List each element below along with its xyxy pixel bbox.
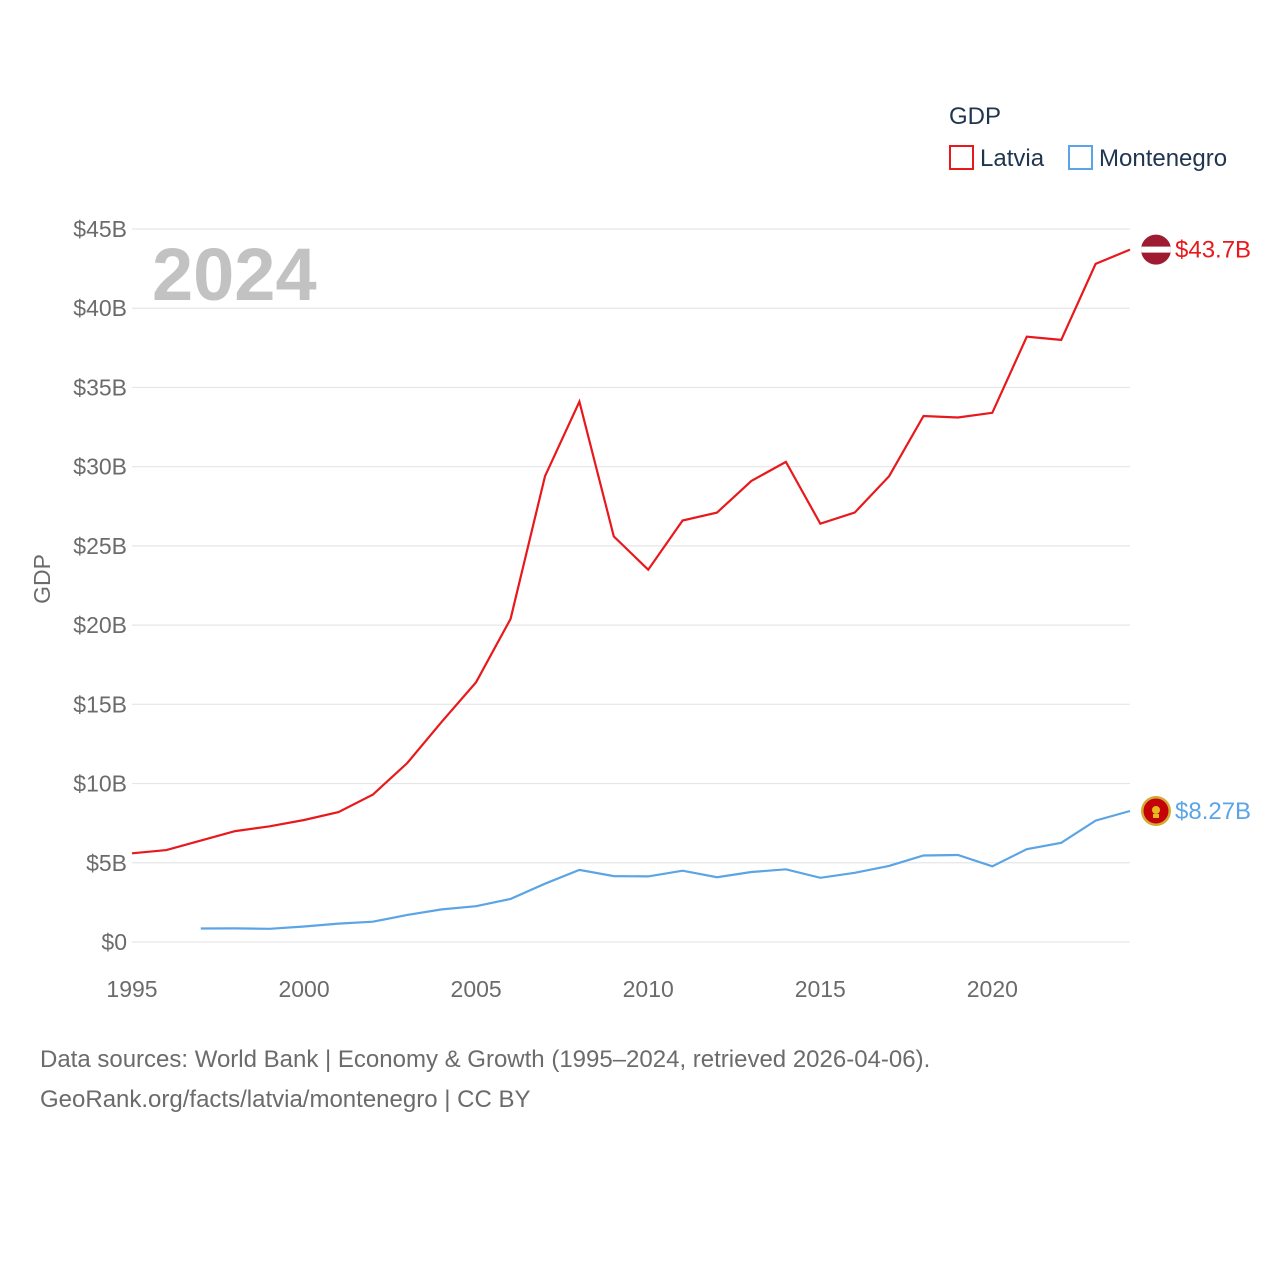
source-line-2: GeoRank.org/facts/latvia/montenegro | CC… [40,1086,531,1113]
x-tick-label: 2020 [967,976,1018,1002]
y-tick-label: $5B [86,850,127,876]
legend-swatch-latvia [949,145,974,170]
legend-label-montenegro: Montenegro [1099,145,1227,172]
x-axis-ticks: 1995 2000 2005 2010 2015 2020 [106,976,1018,1002]
gridlines [132,228,1130,943]
y-tick-label: $20B [73,612,127,638]
legend-label-latvia: Latvia [980,145,1045,172]
y-axis-title: GDP [29,554,55,604]
y-tick-label: $10B [73,771,127,797]
y-tick-label: $30B [73,454,127,480]
series-line-montenegro [200,809,1131,930]
x-tick-label: 2015 [795,976,846,1002]
series-line-latvia [131,248,1131,855]
year-watermark: 2024 [152,233,317,316]
x-tick-label: 2010 [623,976,674,1002]
latvia-flag-icon [1141,234,1171,265]
end-label-montenegro: $8.27B [1175,798,1251,825]
y-tick-label: $40B [73,295,127,321]
y-tick-label: $35B [73,374,127,400]
end-label-latvia: $43.7B [1175,237,1251,264]
y-axis-ticks: $0 $5B $10B $15B $20B $25B $30B $35B $40B $45B [73,216,127,955]
y-tick-label: $25B [73,533,127,559]
legend-title: GDP [949,103,1001,130]
x-tick-label: 1995 [106,976,157,1002]
montenegro-flag-icon [1141,795,1171,826]
legend: GDP Latvia Montenegro [949,103,1227,172]
y-tick-label: $15B [73,691,127,717]
gdp-line-chart: $0 $5B $10B $15B $20B $25B $30B $35B $40B $45B 19… [29,103,1251,1002]
x-tick-label: 2005 [451,976,502,1002]
legend-swatch-montenegro [1068,145,1093,170]
source-footer: Data sources: World Bank | Economy & Gro… [40,1040,930,1120]
y-tick-label: $0 [101,929,127,955]
source-line-1: Data sources: World Bank | Economy & Gro… [40,1046,931,1073]
x-tick-label: 2000 [278,976,329,1002]
y-tick-label: $45B [73,216,127,242]
